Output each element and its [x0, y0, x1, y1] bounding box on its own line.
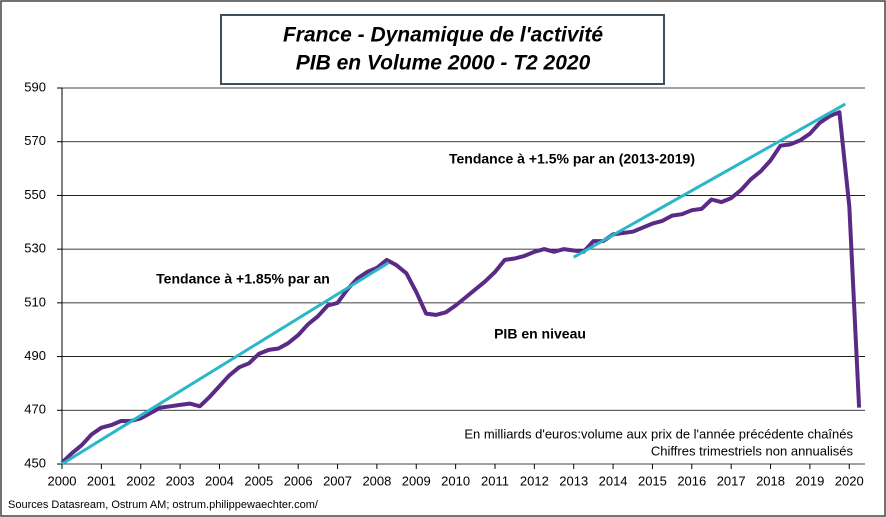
source: Sources Datasream, Ostrum AM; ostrum.phi…	[8, 499, 319, 511]
x-tick-label: 2001	[87, 473, 116, 488]
x-tick-label: 2005	[244, 473, 273, 488]
chart-title: France - Dynamique de l'activité	[283, 24, 603, 47]
x-tick-label: 2002	[126, 473, 155, 488]
x-tick-label: 2014	[599, 473, 628, 488]
series-line	[572, 102, 847, 259]
x-tick-label: 2004	[205, 473, 234, 488]
x-tick-label: 2012	[520, 473, 549, 488]
x-tick-label: 2018	[756, 473, 785, 488]
x-tick-label: 2015	[638, 473, 667, 488]
x-tick-label: 2003	[166, 473, 195, 488]
series-line	[60, 110, 862, 465]
y-tick-label: 570	[24, 133, 46, 148]
note: En milliards d'euros:volume aux prix de …	[464, 426, 853, 441]
y-tick-label: 530	[24, 241, 46, 256]
y-tick-label: 470	[24, 402, 46, 417]
x-tick-label: 2013	[559, 473, 588, 488]
x-tick-label: 2019	[795, 473, 824, 488]
x-tick-label: 2006	[284, 473, 313, 488]
x-tick-label: 2017	[717, 473, 746, 488]
x-tick-label: 2007	[323, 473, 352, 488]
series-line	[61, 261, 390, 466]
x-tick-label: 2020	[835, 473, 864, 488]
y-tick-label: 510	[24, 294, 46, 309]
x-tick-label: 2016	[677, 473, 706, 488]
y-tick-label: 550	[24, 187, 46, 202]
x-tick-label: 2008	[362, 473, 391, 488]
chart-subtitle: PIB en Volume 2000 - T2 2020	[296, 52, 591, 75]
series-label: PIB en niveau	[494, 326, 586, 342]
note: Chiffres trimestriels non annualisés	[651, 443, 854, 458]
y-tick-label: 490	[24, 348, 46, 363]
title-box	[220, 14, 665, 85]
x-tick-label: 2010	[441, 473, 470, 488]
y-tick-label: 590	[24, 79, 46, 94]
x-tick-label: 2011	[481, 473, 509, 488]
x-tick-label: 2009	[402, 473, 431, 488]
x-tick-label: 2000	[48, 473, 77, 488]
series-label: Tendance à +1.5% par an (2013-2019)	[449, 151, 695, 167]
y-tick-label: 450	[24, 455, 46, 470]
series-label: Tendance à +1.85% par an	[156, 271, 330, 287]
